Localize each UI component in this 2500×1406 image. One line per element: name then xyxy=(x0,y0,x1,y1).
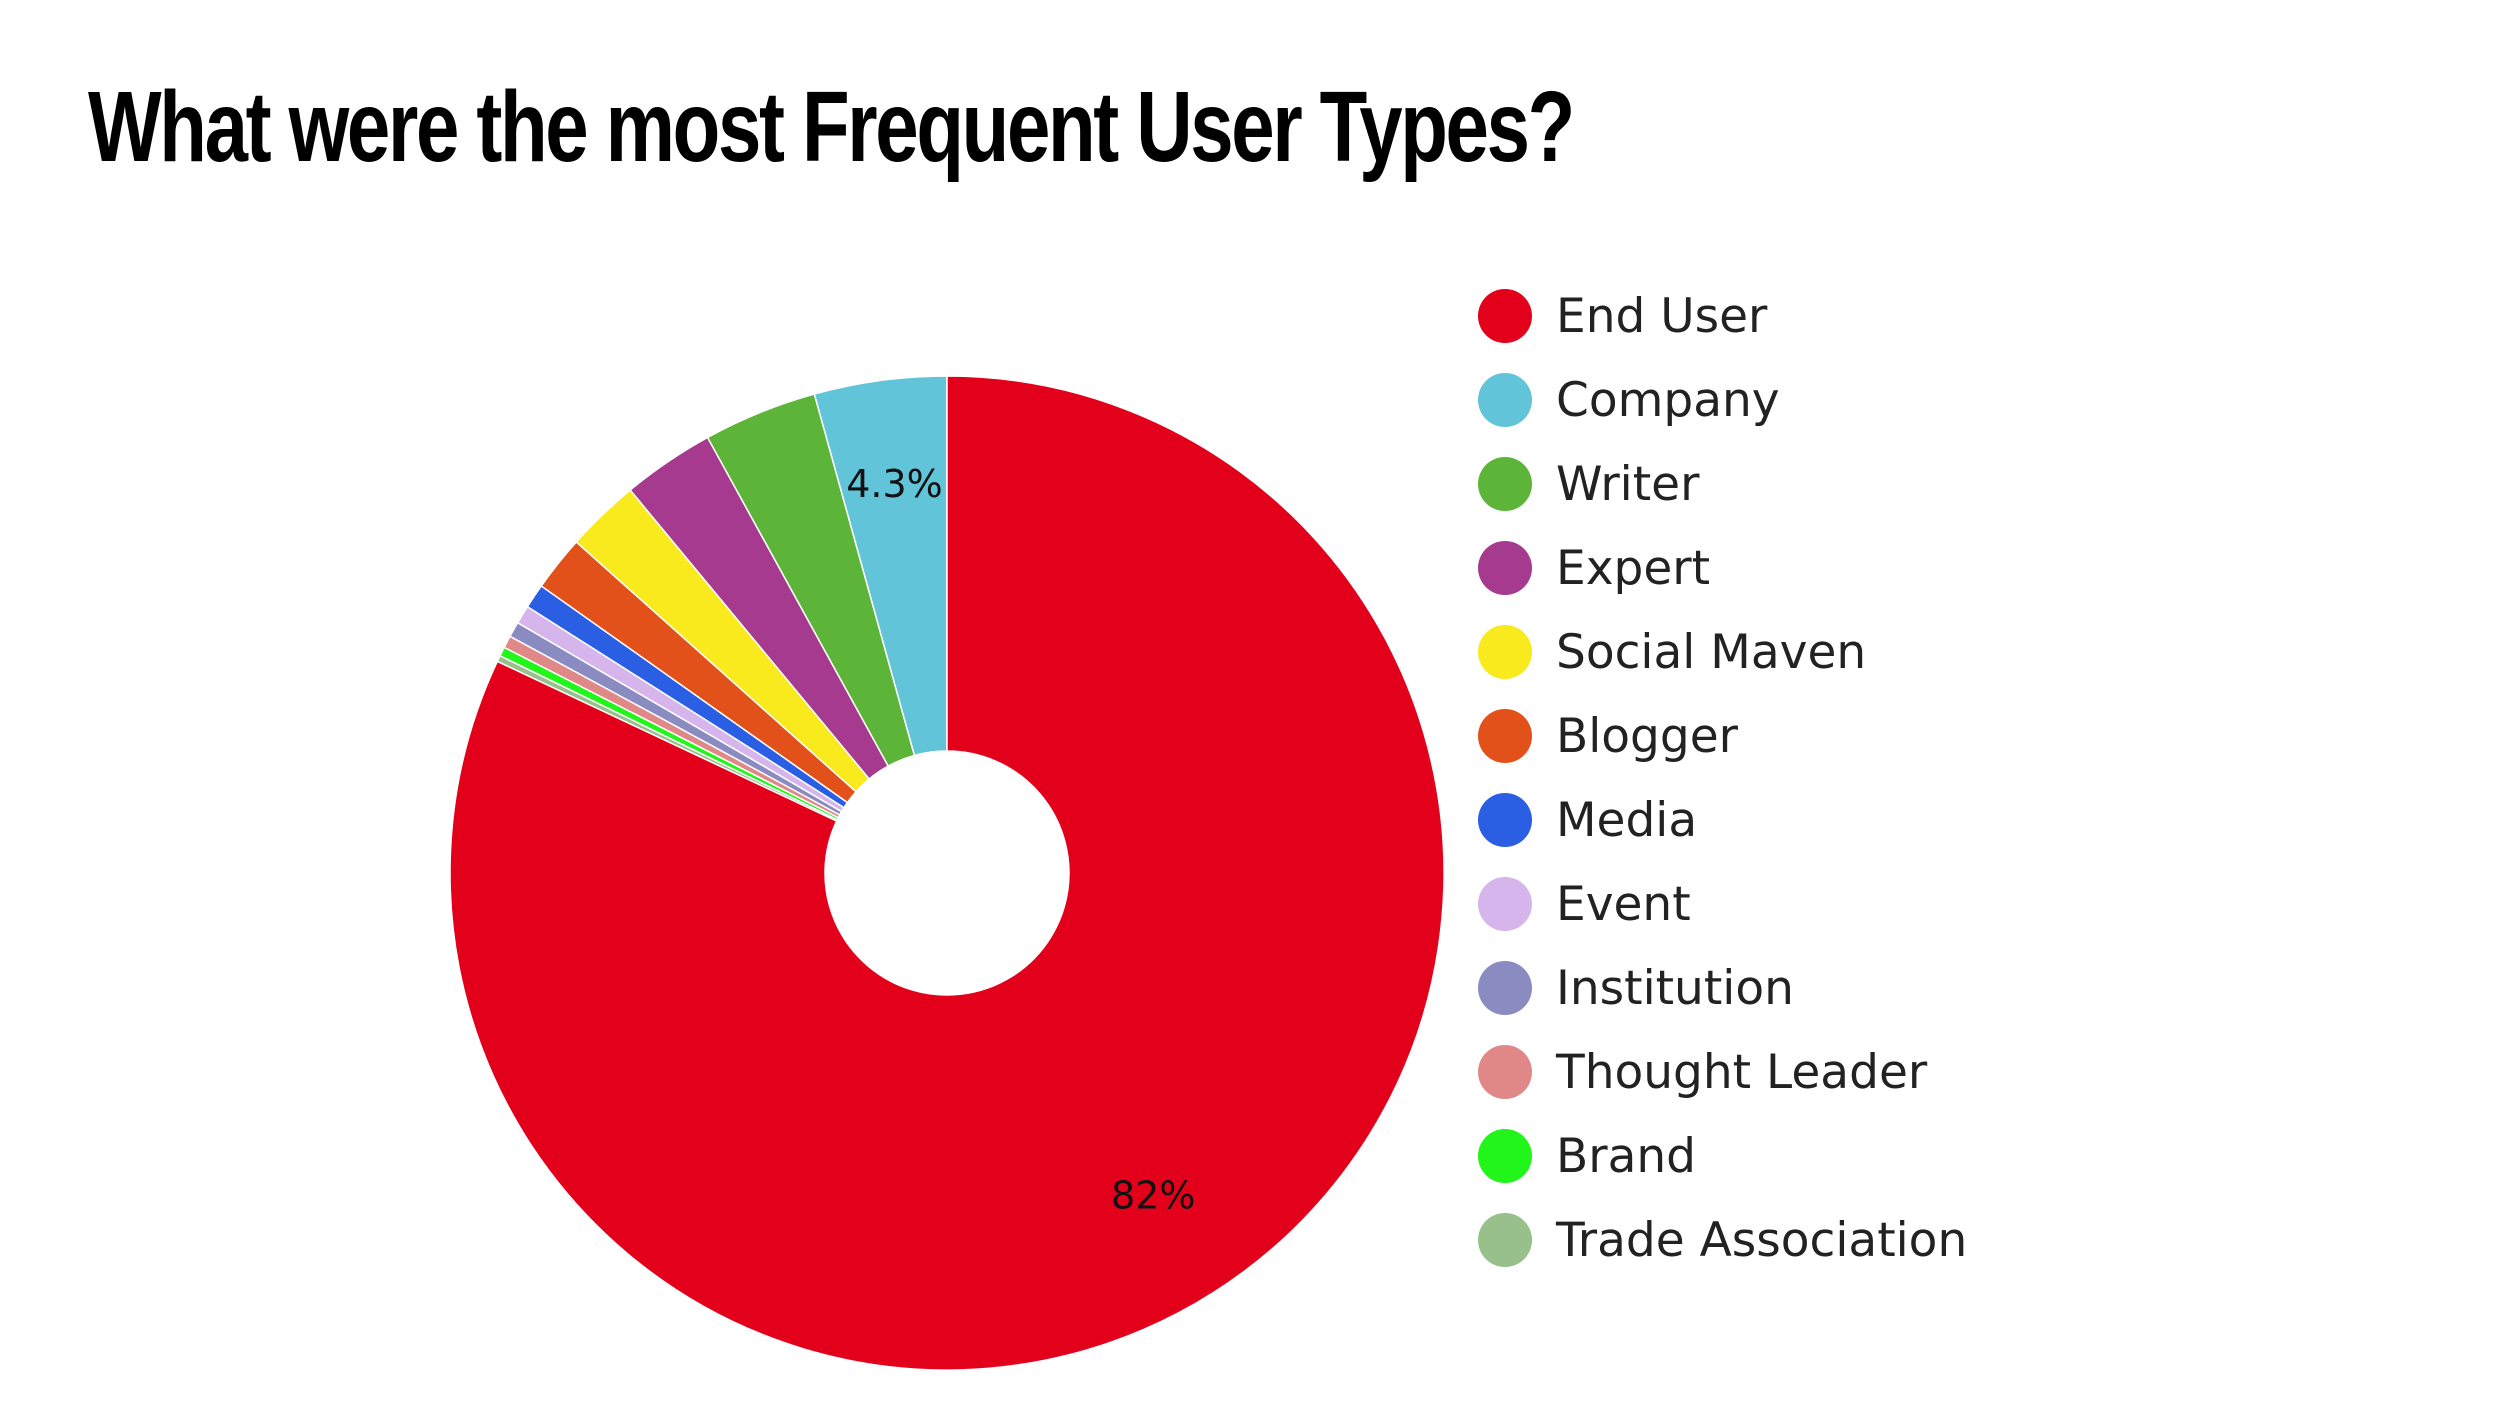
legend-label: Blogger xyxy=(1556,708,1738,764)
legend-swatch-icon xyxy=(1478,625,1532,679)
legend-label: Trade Association xyxy=(1556,1212,1968,1268)
legend-item-brand[interactable]: Brand xyxy=(1478,1114,1967,1198)
slice-end-user xyxy=(449,375,1445,1371)
legend-swatch-icon xyxy=(1478,961,1532,1015)
legend-item-media[interactable]: Media xyxy=(1478,778,1967,862)
legend-item-blogger[interactable]: Blogger xyxy=(1478,694,1967,778)
legend-item-thought-leader[interactable]: Thought Leader xyxy=(1478,1030,1967,1114)
legend-swatch-icon xyxy=(1478,877,1532,931)
legend-item-social-maven[interactable]: Social Maven xyxy=(1478,610,1967,694)
legend-swatch-icon xyxy=(1478,457,1532,511)
chart-legend: End User Company Writer Expert Social Maven B… xyxy=(1478,274,1967,1282)
legend-label: Writer xyxy=(1556,456,1700,512)
legend-swatch-icon xyxy=(1478,709,1532,763)
legend-label: Company xyxy=(1556,372,1780,428)
legend-item-event[interactable]: Event xyxy=(1478,862,1967,946)
legend-item-institution[interactable]: Institution xyxy=(1478,946,1967,1030)
legend-swatch-icon xyxy=(1478,541,1532,595)
legend-item-end-user[interactable]: End User xyxy=(1478,274,1967,358)
legend-label: Expert xyxy=(1556,540,1711,596)
page-title: What were the most Frequent User Types? xyxy=(88,71,1575,183)
legend-label: Brand xyxy=(1556,1128,1696,1184)
legend-item-company[interactable]: Company xyxy=(1478,358,1967,442)
legend-swatch-icon xyxy=(1478,1045,1532,1099)
legend-item-writer[interactable]: Writer xyxy=(1478,442,1967,526)
legend-label: Social Maven xyxy=(1556,624,1867,680)
legend-label: Thought Leader xyxy=(1556,1044,1928,1100)
legend-item-expert[interactable]: Expert xyxy=(1478,526,1967,610)
pie-slices xyxy=(449,375,1445,1371)
legend-swatch-icon xyxy=(1478,793,1532,847)
legend-swatch-icon xyxy=(1478,289,1532,343)
data-label-end-user: 82% xyxy=(1111,1174,1195,1218)
data-label-company: 4.3% xyxy=(846,462,943,506)
legend-swatch-icon xyxy=(1478,373,1532,427)
legend-label: Institution xyxy=(1556,960,1794,1016)
legend-swatch-icon xyxy=(1478,1129,1532,1183)
legend-label: Media xyxy=(1556,792,1698,848)
legend-label: End User xyxy=(1556,288,1768,344)
legend-label: Event xyxy=(1556,876,1691,932)
legend-item-trade-association[interactable]: Trade Association xyxy=(1478,1198,1967,1282)
legend-swatch-icon xyxy=(1478,1213,1532,1267)
slice-labels: 4.3% 82% xyxy=(846,462,1195,1218)
